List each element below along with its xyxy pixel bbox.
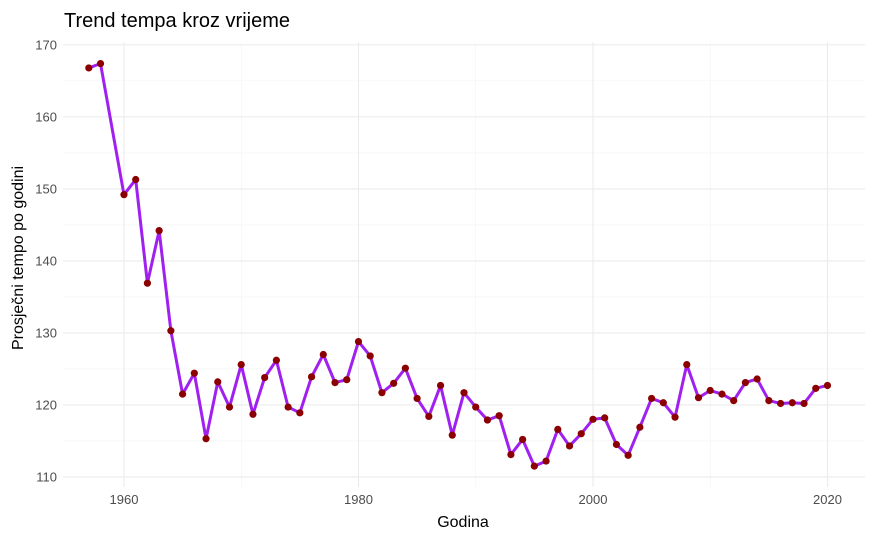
- data-point: [554, 425, 562, 433]
- data-point: [706, 386, 714, 395]
- x-tick-label: 1980: [344, 492, 373, 507]
- data-point: [577, 430, 585, 438]
- data-point: [448, 431, 456, 439]
- data-point: [132, 175, 140, 184]
- data-point: [261, 373, 269, 382]
- data-point: [741, 378, 750, 387]
- data-point: [624, 451, 632, 459]
- data-point: [823, 381, 832, 390]
- data-point: [143, 279, 152, 287]
- data-point: [788, 399, 796, 407]
- data-point: [225, 403, 234, 411]
- chart-title: Trend tempa kroz vrijeme: [64, 10, 290, 32]
- data-point: [237, 360, 245, 369]
- data-point: [612, 440, 621, 449]
- data-point: [249, 410, 257, 418]
- data-point: [120, 191, 128, 199]
- series-layer: [85, 60, 832, 470]
- data-point: [331, 378, 339, 387]
- data-point: [366, 352, 374, 360]
- data-point: [354, 337, 363, 346]
- data-point: [659, 399, 667, 407]
- data-point: [519, 435, 527, 444]
- y-tick-label: 160: [35, 109, 57, 124]
- data-point: [694, 394, 703, 402]
- data-point: [601, 414, 609, 422]
- x-tick-label: 2020: [813, 492, 842, 507]
- data-point: [178, 390, 187, 398]
- y-axis-label: Prosječni tempo po godini: [10, 166, 27, 350]
- data-point: [495, 412, 503, 420]
- data-point: [96, 60, 105, 68]
- data-point: [343, 376, 351, 384]
- data-point: [319, 350, 327, 359]
- data-point: [202, 435, 210, 443]
- data-point: [589, 415, 597, 423]
- data-point: [636, 423, 644, 431]
- x-tick-label: 2000: [579, 492, 608, 507]
- data-point: [542, 457, 550, 465]
- data-point: [425, 412, 433, 421]
- data-point: [460, 389, 468, 397]
- y-tick-label: 130: [35, 325, 57, 340]
- data-point: [85, 64, 93, 72]
- tick-labels: 1960 1980 2000 2020 110 120 130 140 150 160 170: [35, 37, 842, 507]
- data-point: [683, 360, 691, 369]
- data-point: [155, 227, 163, 235]
- data-point: [753, 375, 761, 383]
- y-tick-label: 150: [35, 181, 57, 196]
- y-tick-label: 140: [35, 253, 57, 268]
- data-point: [167, 327, 175, 335]
- data-point: [648, 394, 656, 403]
- y-tick-label: 120: [35, 397, 57, 412]
- data-point: [190, 369, 198, 377]
- data-point: [390, 379, 398, 387]
- y-tick-label: 170: [35, 37, 57, 52]
- x-axis-label: Godina: [437, 514, 489, 531]
- data-point: [378, 389, 386, 397]
- data-point: [765, 396, 773, 405]
- x-tick-label: 1960: [110, 492, 139, 507]
- data-point: [718, 390, 726, 398]
- data-point: [730, 396, 738, 405]
- data-point: [284, 403, 292, 411]
- grid-lines: [63, 42, 865, 487]
- y-tick-label: 110: [36, 469, 57, 484]
- data-point: [483, 416, 492, 424]
- data-point: [307, 373, 316, 381]
- data-point: [413, 394, 421, 403]
- data-point: [671, 413, 679, 421]
- data-point: [401, 364, 409, 372]
- data-point: [436, 381, 445, 390]
- data-point: [272, 356, 280, 364]
- data-point: [776, 399, 785, 408]
- data-point: [530, 462, 538, 470]
- series-line: [87, 62, 829, 468]
- data-point: [472, 403, 480, 411]
- data-point: [214, 378, 222, 386]
- data-point: [565, 442, 574, 450]
- data-point: [507, 450, 515, 459]
- data-point: [800, 399, 808, 408]
- data-point: [812, 384, 820, 392]
- data-point: [296, 409, 304, 417]
